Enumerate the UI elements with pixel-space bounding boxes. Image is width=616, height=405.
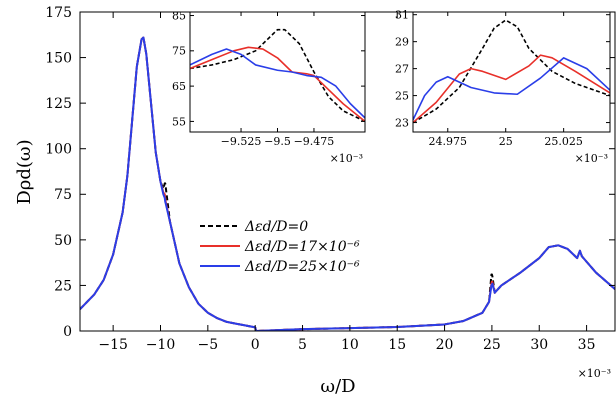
- x-tick-label: 0: [251, 337, 260, 353]
- series-line-2: [413, 57, 610, 121]
- x-tick-label: −15: [98, 337, 128, 353]
- y-tick-label: 31: [395, 9, 409, 22]
- x-tick-label: 25.025: [544, 135, 583, 148]
- series-line-2: [190, 48, 365, 119]
- x-tick-label: −5: [198, 337, 219, 353]
- y-axis-label: Dρd(ω): [14, 139, 35, 204]
- legend: Δεd/D=0 Δεd/D=17×10⁻⁶ Δεd/D=25×10⁻⁶: [200, 219, 360, 275]
- x-tick-label: 10: [341, 337, 359, 353]
- y-tick-label: 150: [45, 50, 72, 66]
- y-tick-label: 25: [54, 278, 72, 294]
- y-tick-label: 29: [395, 36, 409, 49]
- y-tick-label: 85: [172, 9, 186, 22]
- x-tick-label: 25: [483, 337, 501, 353]
- y-tick-label: 50: [54, 233, 72, 249]
- x-tick-label: −9.525: [221, 135, 262, 148]
- series-line-0: [413, 19, 610, 124]
- series-line-0: [190, 28, 365, 123]
- inset-x-multiplier: ×10⁻³: [575, 152, 608, 165]
- y-tick-label: 55: [172, 115, 186, 128]
- series-line-1: [413, 54, 610, 124]
- inset-left: −9.525 −9.5 −9.475 55 65 75 85 ×10⁻³: [172, 9, 366, 165]
- x-tick-label: 25: [499, 135, 513, 148]
- y-tick-label: 75: [172, 45, 186, 58]
- x-tick-label: 20: [436, 337, 454, 353]
- plot-background: [190, 12, 365, 132]
- main-plot: −15 −10 −5 0 5 10 15 20 25 30 35 0 25 50 75 100 125 150 17…: [14, 5, 616, 397]
- x-axis-label: ω/D: [320, 376, 355, 397]
- inset-x-multiplier: ×10⁻³: [330, 152, 363, 165]
- series-line-2: [80, 36, 615, 331]
- y-tick-label: 27: [395, 62, 409, 75]
- y-tick-label: 23: [395, 116, 409, 129]
- x-tick-label: −9.475: [294, 135, 335, 148]
- y-tick-label: 175: [45, 5, 72, 21]
- legend-label-0: Δεd/D=0: [244, 219, 308, 235]
- x-multiplier: ×10⁻³: [578, 367, 611, 380]
- inset-right: 24.975 25 25.025 23 25 27 29 31 ×10⁻³: [395, 9, 611, 165]
- y-tick-label: 25: [395, 89, 409, 102]
- x-tick-label: 24.975: [429, 135, 468, 148]
- legend-label-1: Δεd/D=17×10⁻⁶: [244, 239, 360, 255]
- x-tick-label: 30: [530, 337, 548, 353]
- y-tick-label: 125: [45, 96, 72, 112]
- x-tick-label: 5: [298, 337, 307, 353]
- plot-frame: [412, 11, 611, 133]
- legend-label-2: Δεd/D=25×10⁻⁶: [244, 259, 360, 275]
- series-line-1: [190, 46, 365, 123]
- y-tick-label: 75: [54, 187, 72, 203]
- plot-background: [413, 12, 610, 132]
- x-tick-label: −9.5: [264, 135, 291, 148]
- x-tick-label: −10: [146, 337, 176, 353]
- y-tick-label: 100: [45, 142, 72, 158]
- y-tick-label: 65: [172, 80, 186, 93]
- y-tick-label: 0: [63, 324, 72, 340]
- x-tick-label: 15: [388, 337, 406, 353]
- x-tick-label: 35: [578, 337, 596, 353]
